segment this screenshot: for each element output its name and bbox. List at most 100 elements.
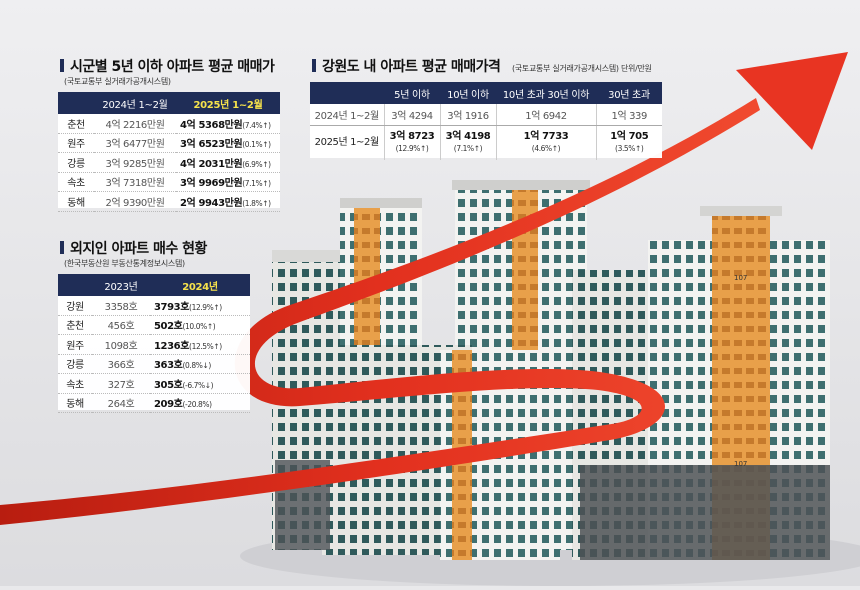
table-header-cell: 10년 이하 <box>440 82 496 104</box>
building-number-top: 107 <box>734 274 747 282</box>
table-header-cell <box>58 274 92 296</box>
value-change: (12.9%↑) <box>395 144 429 153</box>
curr-value: 2억 9943만원 <box>180 197 243 209</box>
panel2-title-text: 강원도 내 아파트 평균 매매가격 <box>322 59 501 75</box>
title-marker-icon <box>60 59 64 72</box>
curr-value-cell: 4억 2031만원(6.9%↑) <box>176 152 280 173</box>
curr-value: 4억 2031만원 <box>180 158 243 170</box>
table-header-cell <box>58 92 94 114</box>
panel3-title: 외지인 아파트 매수 현황 <box>60 238 207 258</box>
city-cell: 춘천 <box>58 315 92 335</box>
panel1-title-text: 시군별 5년 이하 아파트 평균 매매가 <box>70 59 275 75</box>
change-percent: (7.4%↑) <box>242 120 271 130</box>
value-change: (7.1%↑) <box>453 144 483 153</box>
curr-value-cell: 4억 5368만원(7.4%↑) <box>176 114 280 134</box>
curr-value-cell: 209호(-20.8%) <box>150 393 250 413</box>
title-marker-icon <box>312 59 316 72</box>
table-cell: 3억 4294 <box>383 104 440 126</box>
change-percent: (12.5%↑) <box>189 341 222 351</box>
value-change: (4.6%↑) <box>531 144 561 153</box>
table-cell: 3억 4198 (7.1%↑) <box>439 125 496 160</box>
prev-value-cell: 2억 9390만원 <box>94 191 176 212</box>
curr-value: 4억 5368만원 <box>180 119 243 131</box>
table-header-cell: 10년 초과 30년 이하 <box>496 82 596 104</box>
curr-value-cell: 3793호(12.9%↑) <box>150 296 250 316</box>
city-cell: 강릉 <box>58 152 94 173</box>
city-cell: 동해 <box>58 393 92 413</box>
curr-value-cell: 1236호(12.5%↑) <box>150 334 250 355</box>
table-row: 2024년 1~2월 3억 4294 3억 1916 1억 6942 1억 33… <box>310 104 662 126</box>
prev-value-cell: 3358호 <box>92 296 150 316</box>
table-cell: 1억 6942 <box>495 104 596 126</box>
change-percent: (10.0%↑) <box>182 322 216 332</box>
panel1-title: 시군별 5년 이하 아파트 평균 매매가 <box>60 56 275 76</box>
table-row: 원주 1098호 1236호(12.5%↑) <box>58 334 250 355</box>
value-change: (3.5%↑) <box>615 144 644 153</box>
panel1-table-box: 2024년 1~2월 2025년 1~2월 춘천 4억 2216만원 4억 5368… <box>58 92 280 212</box>
table-header-cell: 2023년 <box>92 274 150 296</box>
value-main: 3억 8723 <box>389 131 435 142</box>
table-row: 강원 3358호 3793호(12.9%↑) <box>58 296 250 316</box>
panel1-source: (국토교통부 실거래가공개시스템) <box>64 77 171 86</box>
value-main: 3억 4198 <box>445 131 491 142</box>
change-percent: (12.9%↑) <box>189 302 222 312</box>
table-row: 속초 327호 305호(-6.7%↓) <box>58 373 250 394</box>
curr-value: 3억 6523만원 <box>180 139 243 151</box>
table-row: 춘천 456호 502호(10.0%↑) <box>58 315 250 335</box>
panel2-unit: 단위/만원 <box>620 64 652 73</box>
avg-price-by-city-table: 2024년 1~2월 2025년 1~2월 춘천 4억 2216만원 4억 5368… <box>58 92 280 212</box>
table-row: 속초 3억 7318만원 3억 9969만원(7.1%↑) <box>58 172 280 192</box>
red-arrow <box>0 52 848 525</box>
table-header-row: 2023년 2024년 <box>58 274 250 296</box>
city-cell: 속초 <box>58 172 94 192</box>
table-row: 2025년 1~2월 3억 8723 (12.9%↑) 3억 4198 (7.1%↑… <box>310 125 662 160</box>
value-main: 1억 7733 <box>523 131 569 142</box>
prev-value-cell: 3억 9285만원 <box>94 152 176 173</box>
panel2-source: (국토교통부 실거래가공개시스템) 단위/만원 <box>512 63 652 74</box>
curr-value-cell: 3억 9969만원(7.1%↑) <box>176 172 280 192</box>
curr-value-cell: 363호(0.8%↓) <box>150 354 250 374</box>
prev-value-cell: 456호 <box>92 315 150 335</box>
table-row: 강릉 366호 363호(0.8%↓) <box>58 354 250 374</box>
table-header-cell: 30년 초과 <box>596 82 662 104</box>
table-header-cell: 2025년 1~2월 <box>176 92 280 114</box>
curr-value: 209호 <box>154 399 183 411</box>
curr-value-cell: 502호(10.0%↑) <box>150 315 250 335</box>
table-row: 원주 3억 6477만원 3억 6523만원(0.1%↑) <box>58 133 280 153</box>
table-cell: 1억 705 (3.5%↑) <box>595 125 662 160</box>
row-label: 2025년 1~2월 <box>314 137 380 148</box>
curr-value: 502호 <box>154 321 183 333</box>
change-percent: (1.8%↑) <box>242 198 271 208</box>
gangwon-avg-price-table: 5년 이하 10년 이하 10년 초과 30년 이하 30년 초과 2024년 … <box>310 82 662 160</box>
change-percent: (7.1%↑) <box>242 179 271 189</box>
table-row: 강릉 3억 9285만원 4억 2031만원(6.9%↑) <box>58 152 280 173</box>
panel3-source: (한국부동산원 부동산통계정보시스템) <box>64 259 185 268</box>
prev-value-cell: 327호 <box>92 373 150 394</box>
prev-value-cell: 264호 <box>92 393 150 413</box>
prev-value-cell: 3억 7318만원 <box>94 172 176 192</box>
change-percent: (6.9%↑) <box>242 159 271 169</box>
outsider-purchase-table: 2023년 2024년 강원 3358호 3793호(12.9%↑) 춘천 456호 50… <box>58 274 250 413</box>
panel2-title: 강원도 내 아파트 평균 매매가격 <box>312 56 501 76</box>
city-cell: 춘천 <box>58 114 94 134</box>
table-cell: 3억 1916 <box>439 104 496 126</box>
value-main: 1억 705 <box>610 131 649 142</box>
table-row: 춘천 4억 2216만원 4억 5368만원(7.4%↑) <box>58 114 280 134</box>
panel2-source-text: (국토교통부 실거래가공개시스템) <box>512 64 619 73</box>
curr-value: 363호 <box>154 360 183 372</box>
table-row: 동해 2억 9390만원 2억 9943만원(1.8%↑) <box>58 191 280 212</box>
table-header-cell: 5년 이하 <box>384 82 440 104</box>
panel2-table-box: 5년 이하 10년 이하 10년 초과 30년 이하 30년 초과 2024년 … <box>310 82 662 160</box>
curr-value-cell: 305호(-6.7%↓) <box>150 373 250 394</box>
table-cell: 3억 8723 (12.9%↑) <box>383 125 440 160</box>
curr-value: 3793호 <box>154 301 190 313</box>
panel3-table-box: 2023년 2024년 강원 3358호 3793호(12.9%↑) 춘천 456호 50… <box>58 274 250 413</box>
city-cell: 원주 <box>58 334 92 355</box>
table-cell: 1억 7733 (4.6%↑) <box>495 125 596 160</box>
change-percent: (0.1%↑) <box>242 140 271 150</box>
city-cell: 동해 <box>58 191 94 212</box>
curr-value: 305호 <box>154 379 183 391</box>
curr-value: 3억 9969만원 <box>180 178 243 190</box>
row-label: 2024년 1~2월 <box>310 104 384 126</box>
curr-value-cell: 2억 9943만원(1.8%↑) <box>176 191 280 212</box>
